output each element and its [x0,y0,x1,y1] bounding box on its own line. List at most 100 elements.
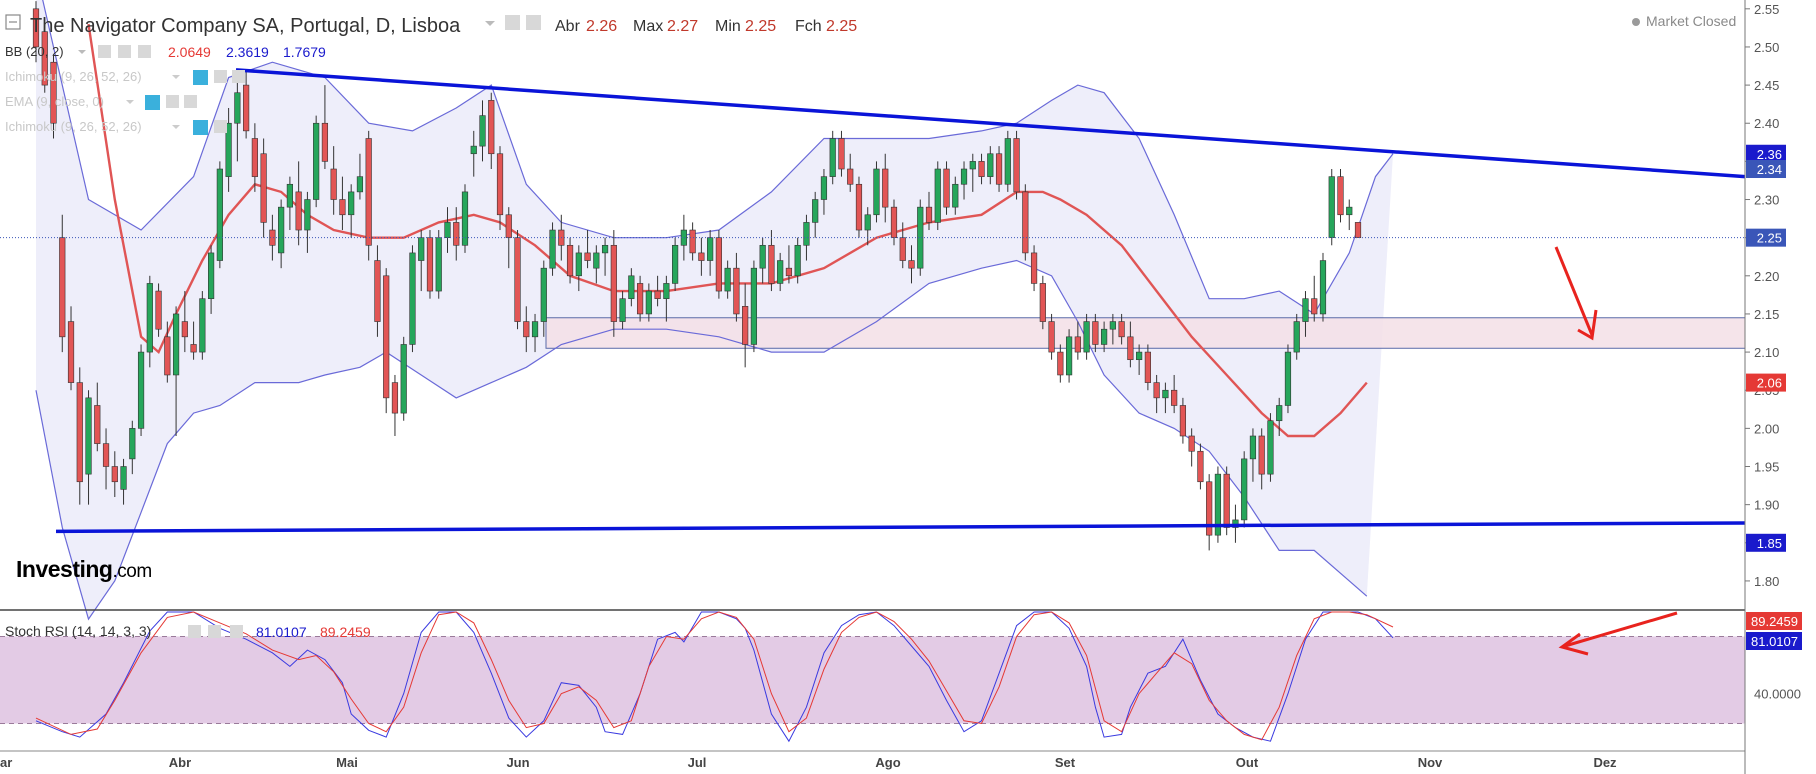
candle [234,77,241,162]
candle [1092,313,1099,353]
candle-body [610,244,617,322]
bb-dropdown-icon[interactable] [78,50,86,54]
time-label: Abr [169,755,191,770]
candle-body [838,138,845,170]
candle-body [374,260,381,322]
candle-body [540,267,547,322]
time-label: Dez [1593,755,1617,770]
candle [505,207,512,269]
candle [873,161,880,223]
candle-body [356,176,364,193]
candle [479,100,486,162]
collapse-icon[interactable] [5,14,21,30]
candle [164,321,171,383]
candle [733,252,740,322]
candle-body [593,252,600,269]
ema-settings-icon[interactable] [166,95,179,108]
candle [803,214,810,261]
stoch-remove-icon[interactable] [230,625,243,638]
ichimoku-1-settings-icon[interactable] [214,70,227,83]
time-label: Set [1055,755,1076,770]
candle-body [820,176,828,200]
candle [829,130,836,185]
time-label: Jun [506,755,529,770]
ichimoku-2-settings-icon[interactable] [214,120,227,133]
price-badge-text: 1.85 [1757,536,1782,551]
ema-eye-icon[interactable] [145,95,160,110]
price-tick-label: 1.95 [1754,460,1779,475]
candle-body [50,61,57,124]
candle-body [636,283,644,315]
candle [654,275,661,307]
candle-body [418,237,425,261]
candle-body [1039,283,1046,322]
price-badge: 1.85 [1746,533,1786,552]
price-badge-text: 2.34 [1757,162,1782,177]
candle-body [76,382,83,483]
candle [812,191,819,238]
candle-body [978,161,985,177]
candle [540,260,547,337]
candle [987,146,994,185]
candle [330,146,337,215]
candle [952,176,959,215]
stoch-settings-icon[interactable] [208,625,221,638]
ichimoku-2-dropdown-icon[interactable] [172,125,180,129]
candle [225,107,232,192]
candle-body [444,222,451,238]
candle [1074,321,1081,360]
candle-body [67,321,75,383]
candle [243,69,250,139]
bb-settings-icon[interactable] [118,45,131,58]
candle [269,214,276,261]
stoch-eye-icon[interactable] [188,625,201,638]
candle [969,153,976,192]
candle-body [199,298,206,353]
candle-body [619,298,626,322]
candle [1241,451,1248,528]
visibility-icon[interactable] [505,15,520,30]
candle-body [400,344,407,414]
candle [120,458,127,505]
candle [794,237,801,284]
candle [715,230,722,299]
price-tick-label: 2.10 [1754,345,1779,360]
candle [917,199,924,276]
candle-body [85,397,92,475]
ichimoku-1-eye-icon[interactable] [193,70,208,85]
bb-eye-icon[interactable] [98,45,111,58]
price-badge-bg [1746,228,1786,247]
price-tick-label: 2.00 [1754,421,1779,436]
candle-body [365,138,372,246]
candle [777,252,784,292]
candle-body [1162,389,1169,399]
ema-dropdown-icon[interactable] [126,100,134,104]
candle [1302,291,1309,337]
ema-remove-icon[interactable] [184,95,197,108]
ichimoku-1-dropdown-icon[interactable] [172,75,180,79]
candle [785,245,793,284]
settings-icon[interactable] [526,15,541,30]
price-badge-text: 81.0107 [1751,634,1798,649]
candle-body [172,313,180,376]
candle [820,169,828,215]
title-dropdown-icon[interactable] [485,21,495,26]
candle-body [286,183,293,208]
candle [1171,374,1178,414]
candle [321,85,329,170]
ichimoku-1-remove-icon[interactable] [232,70,245,83]
candle-body [715,237,722,292]
bb-remove-icon[interactable] [138,45,151,58]
time-label: Jul [688,755,707,770]
candle [453,207,460,261]
candle [768,230,775,292]
price-badge: 81.0107 [1746,632,1802,650]
candle-body [470,145,477,155]
ichimoku-2-eye-icon[interactable] [193,120,208,135]
candle [1214,466,1222,543]
candle [1039,275,1046,330]
close-label: Fch [795,18,822,35]
market-status: Market Closed [1632,13,1736,29]
candle [575,245,582,292]
